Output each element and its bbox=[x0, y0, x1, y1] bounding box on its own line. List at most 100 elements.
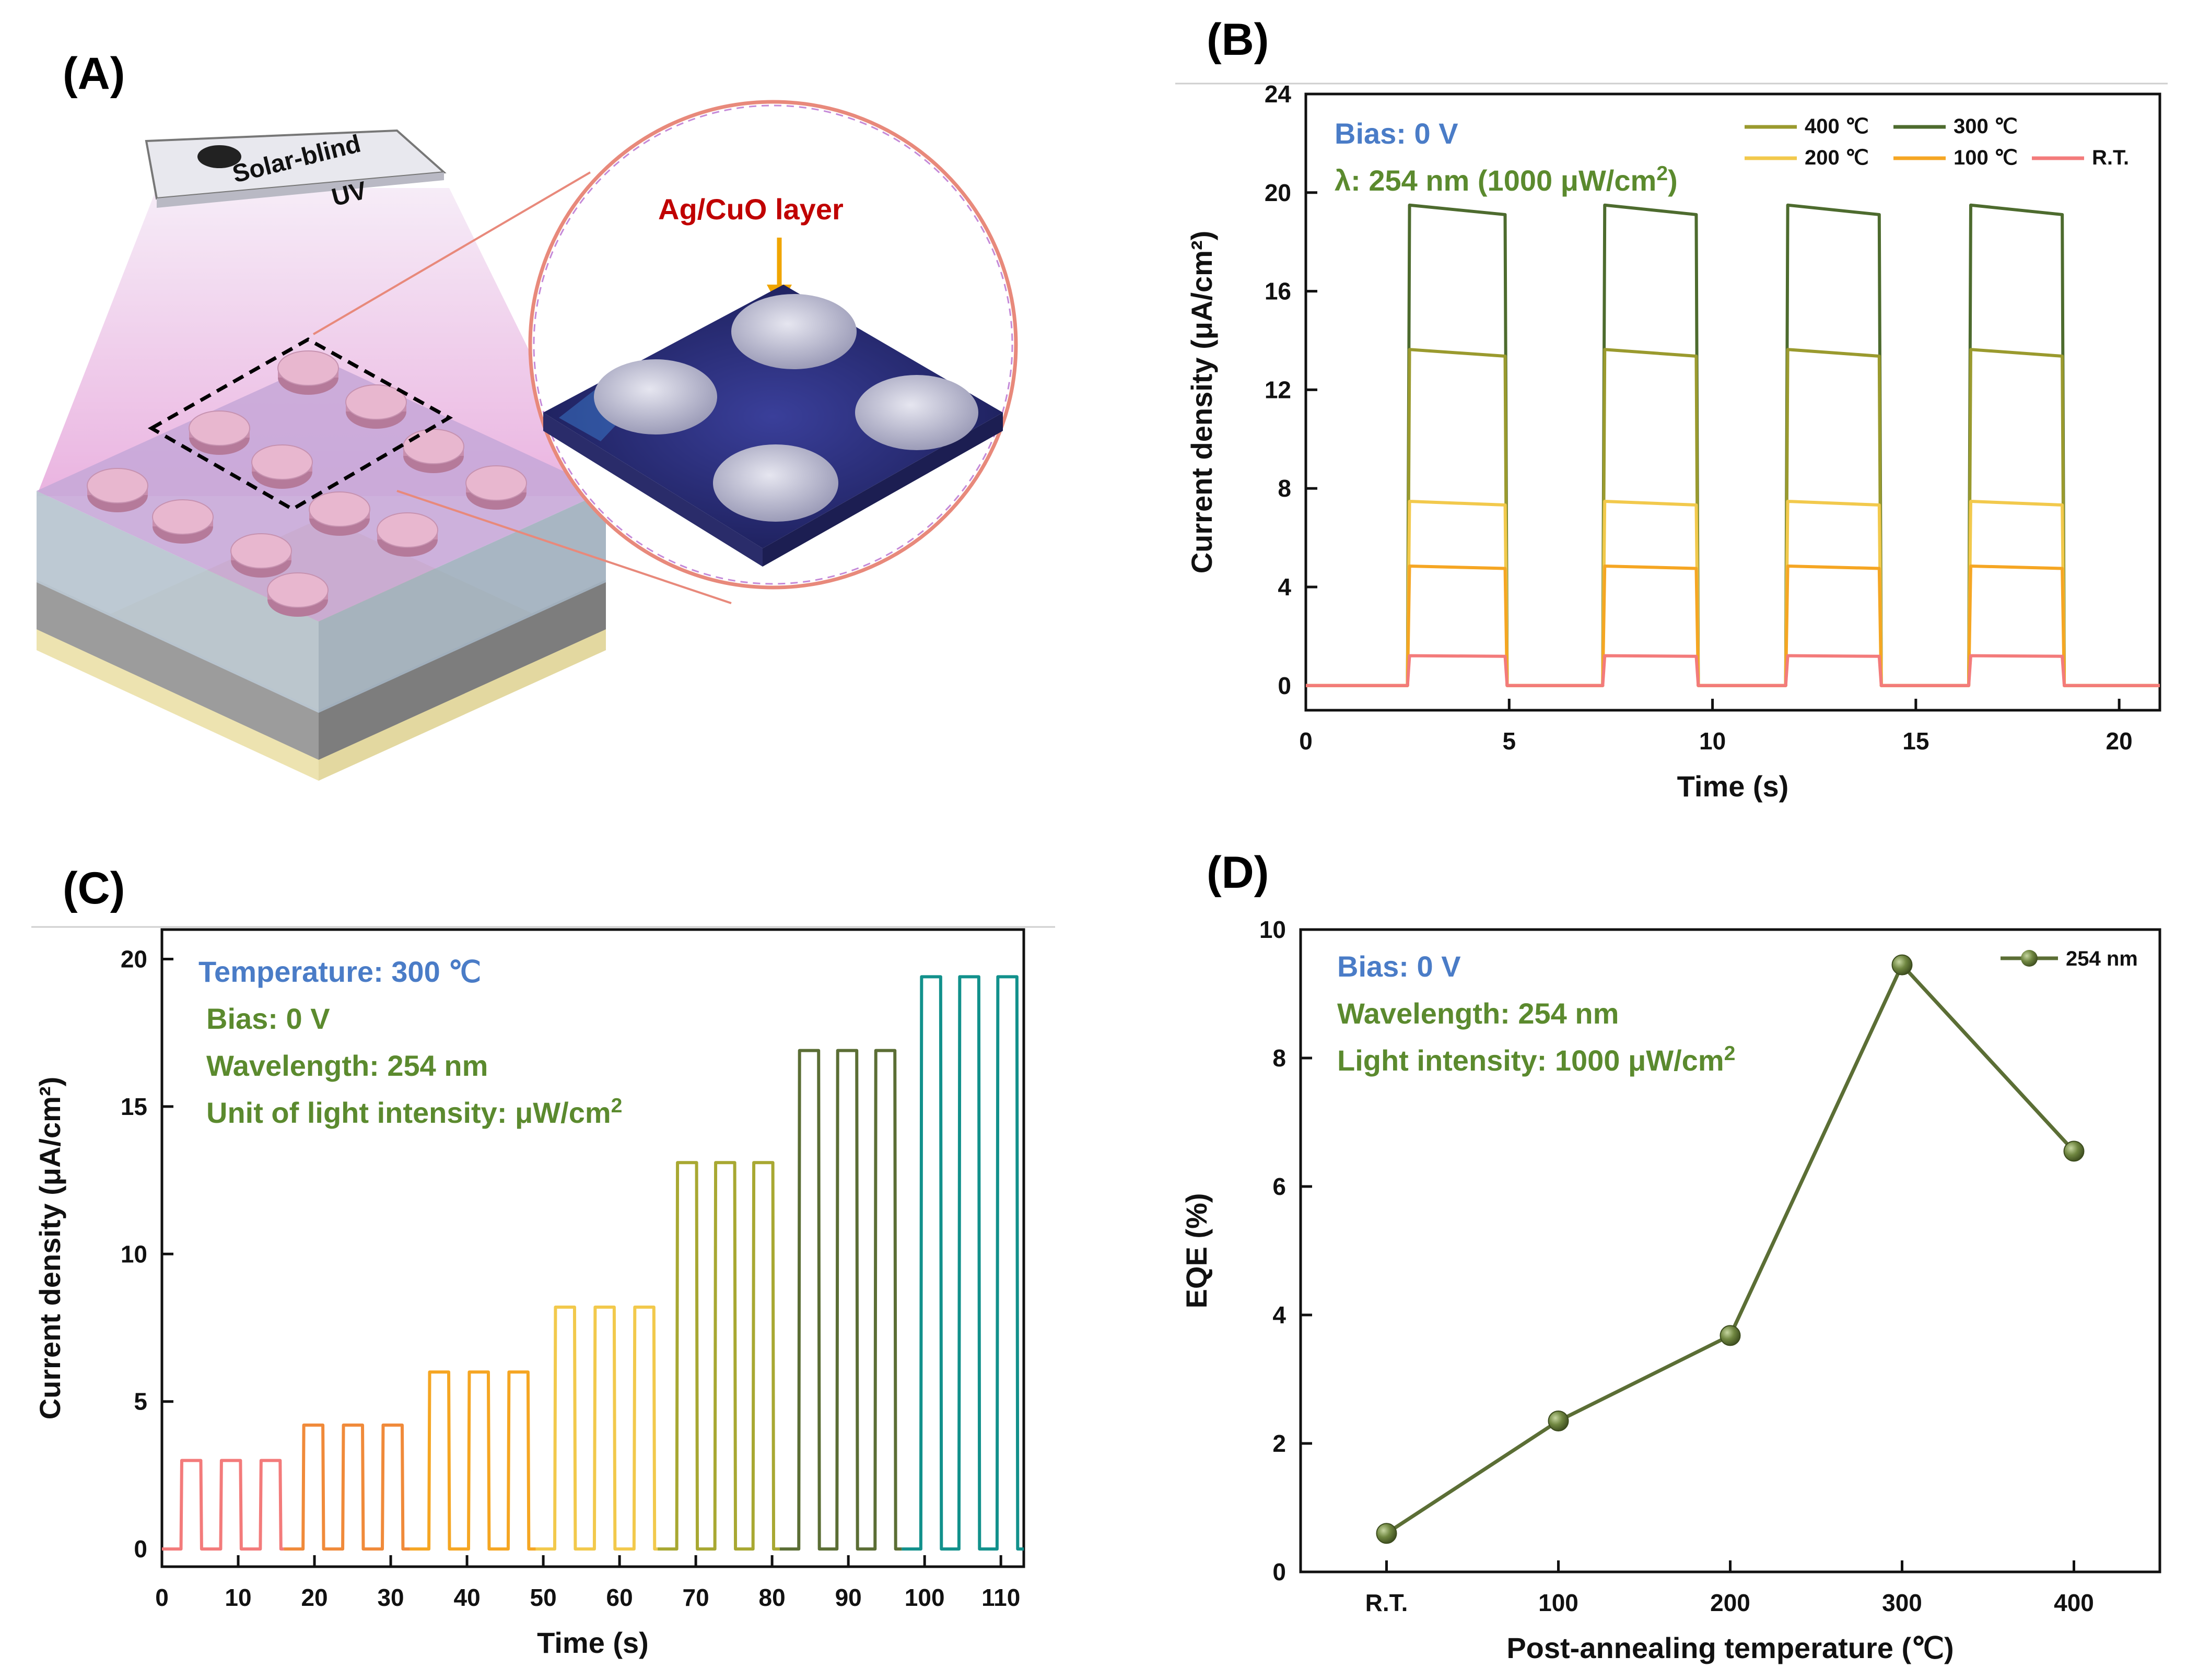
annotation-temperature: Temperature: 300 ℃ bbox=[198, 955, 481, 988]
x-tick-label: 400 bbox=[2054, 1589, 2094, 1616]
y-tick-label: 10 bbox=[1259, 916, 1286, 943]
x-tick-label: 70 bbox=[683, 1584, 709, 1611]
inset-title: Ag/CuO layer bbox=[658, 193, 844, 226]
x-tick-label: 5 bbox=[1502, 727, 1516, 755]
device-top-surface bbox=[37, 360, 606, 621]
panel-a-label: (A) bbox=[63, 49, 125, 99]
legend-label: 300 ℃ bbox=[1954, 115, 2018, 138]
series-line bbox=[410, 1370, 536, 1551]
y-tick-label: 16 bbox=[1265, 278, 1291, 305]
x-tick-label: 50 bbox=[530, 1584, 557, 1611]
panel-c-label: (C) bbox=[63, 863, 125, 913]
y-tick-label: 5 bbox=[134, 1388, 147, 1415]
device-metal-left bbox=[37, 580, 319, 760]
x-tick-label: 30 bbox=[377, 1584, 404, 1611]
legend-label: 200 ℃ bbox=[1805, 146, 1869, 169]
x-tick-label: 20 bbox=[301, 1584, 328, 1611]
electrode-dot bbox=[277, 350, 339, 386]
x-tick-label: 60 bbox=[606, 1584, 633, 1611]
x-axis-label: Post-annealing temperature (℃) bbox=[1506, 1631, 1954, 1664]
zoom-line-bottom bbox=[396, 490, 732, 604]
y-tick-label: 0 bbox=[1278, 672, 1291, 699]
annotation-bias: Bias: 0 V bbox=[1335, 117, 1458, 150]
electrode-dot bbox=[465, 465, 527, 501]
series-line bbox=[1306, 654, 2160, 687]
x-axis-label: Time (s) bbox=[537, 1626, 649, 1659]
panel-d-label: (D) bbox=[1207, 848, 1269, 898]
legend-marker bbox=[2021, 950, 2038, 967]
x-tick-label: 110 bbox=[981, 1584, 1020, 1611]
series-line bbox=[1306, 348, 2160, 687]
legend-label: 100 ℃ bbox=[1954, 146, 2018, 169]
uv-lamp-front bbox=[157, 172, 444, 208]
device-glass-left bbox=[37, 491, 319, 713]
electrode-dot bbox=[267, 572, 329, 608]
y-tick-label: 12 bbox=[1265, 376, 1291, 403]
uv-beam bbox=[37, 188, 601, 496]
data-point bbox=[1548, 1410, 1569, 1431]
y-tick-label: 6 bbox=[1272, 1173, 1286, 1200]
annotation-bias: Bias: 0 V bbox=[206, 1002, 330, 1035]
device-bottom-front-left bbox=[37, 627, 319, 781]
chart-c: 0 10 20 30 40 50 60 70 80 90 100 110 0 5 10 15 20 Time (s… bbox=[33, 928, 1025, 1659]
chart-b: 0 5 10 15 20 0 4 8 12 16 20 24 Time (s) Current densi… bbox=[1185, 80, 2161, 803]
series-line bbox=[658, 1161, 780, 1551]
series-line bbox=[1306, 203, 2160, 687]
device-glass-right bbox=[319, 491, 606, 713]
lamp-bulb bbox=[197, 145, 241, 168]
legend-label: 400 ℃ bbox=[1805, 115, 1869, 138]
electrode-dot bbox=[403, 429, 464, 464]
x-tick-label: 0 bbox=[1299, 727, 1313, 755]
y-tick-label: 20 bbox=[1265, 179, 1291, 206]
chip-dot bbox=[855, 375, 978, 450]
x-tick-label: 300 bbox=[1882, 1589, 1922, 1616]
data-point bbox=[1376, 1523, 1397, 1544]
y-tick-label: 0 bbox=[134, 1535, 147, 1562]
chip-side-left bbox=[543, 413, 763, 567]
electrode-dot bbox=[87, 468, 148, 503]
device-metal-right bbox=[319, 580, 606, 760]
chip-top bbox=[543, 285, 1003, 548]
panel-d: (D) R.T. 100 200 300 400 0 2 4 6 8 10 Post-annealin… bbox=[1180, 848, 2161, 1664]
series-line bbox=[535, 1305, 658, 1551]
data-point bbox=[1720, 1325, 1741, 1346]
electrode-dot bbox=[377, 512, 438, 548]
annotation-unit: Unit of light intensity: μW/cm2​ bbox=[206, 1095, 622, 1129]
series-line bbox=[1306, 500, 2160, 687]
x-tick-label: 100 bbox=[905, 1584, 945, 1611]
y-tick-label: 8 bbox=[1278, 475, 1291, 502]
panel-a: (A) Solar-blind UV Ag/CuO layer bbox=[37, 49, 1018, 781]
panel-b: (B) 0 5 10 15 20 0 4 8 12 16 20 24 Time (s) Current d… bbox=[1175, 15, 2168, 803]
data-point bbox=[1891, 954, 1913, 976]
electrode-dots bbox=[87, 350, 527, 617]
electrode-dot bbox=[251, 444, 313, 480]
annotation-wavelength: λ: 254 nm (1000 μW/cm2​) bbox=[1335, 162, 1678, 197]
chip-dot bbox=[731, 294, 857, 369]
electrode-dot bbox=[189, 410, 250, 446]
chip-dot bbox=[713, 444, 838, 522]
y-axis-label: Current density (μA/cm²) bbox=[33, 1077, 66, 1420]
x-tick-label: 90 bbox=[835, 1584, 862, 1611]
panel-b-label: (B) bbox=[1207, 15, 1269, 65]
annotation-bias: Bias: 0 V bbox=[1337, 950, 1461, 983]
y-tick-label: 4 bbox=[1278, 573, 1291, 601]
x-axis-label: Time (s) bbox=[1677, 770, 1789, 803]
magnifier-circle-inner bbox=[533, 104, 1013, 585]
x-tick-label: 100 bbox=[1538, 1589, 1578, 1616]
series-line bbox=[162, 1459, 284, 1551]
zoom-line-top bbox=[312, 171, 591, 335]
x-tick-label: 10 bbox=[225, 1584, 251, 1611]
y-tick-label: 4 bbox=[1272, 1301, 1286, 1329]
series-line bbox=[284, 1423, 410, 1551]
x-tick-label: R.T. bbox=[1365, 1589, 1408, 1616]
electrode-dot bbox=[230, 533, 292, 569]
y-tick-label: 2 bbox=[1272, 1430, 1286, 1457]
x-tick-label: 20 bbox=[2106, 727, 2133, 755]
chip-dot bbox=[594, 359, 717, 434]
y-tick-label: 15 bbox=[121, 1093, 147, 1120]
y-tick-label: 20 bbox=[121, 945, 147, 972]
electrode-dot bbox=[152, 499, 214, 535]
annotation-wavelength: Wavelength: 254 nm bbox=[1337, 997, 1619, 1030]
x-tick-label: 15 bbox=[1902, 727, 1929, 755]
